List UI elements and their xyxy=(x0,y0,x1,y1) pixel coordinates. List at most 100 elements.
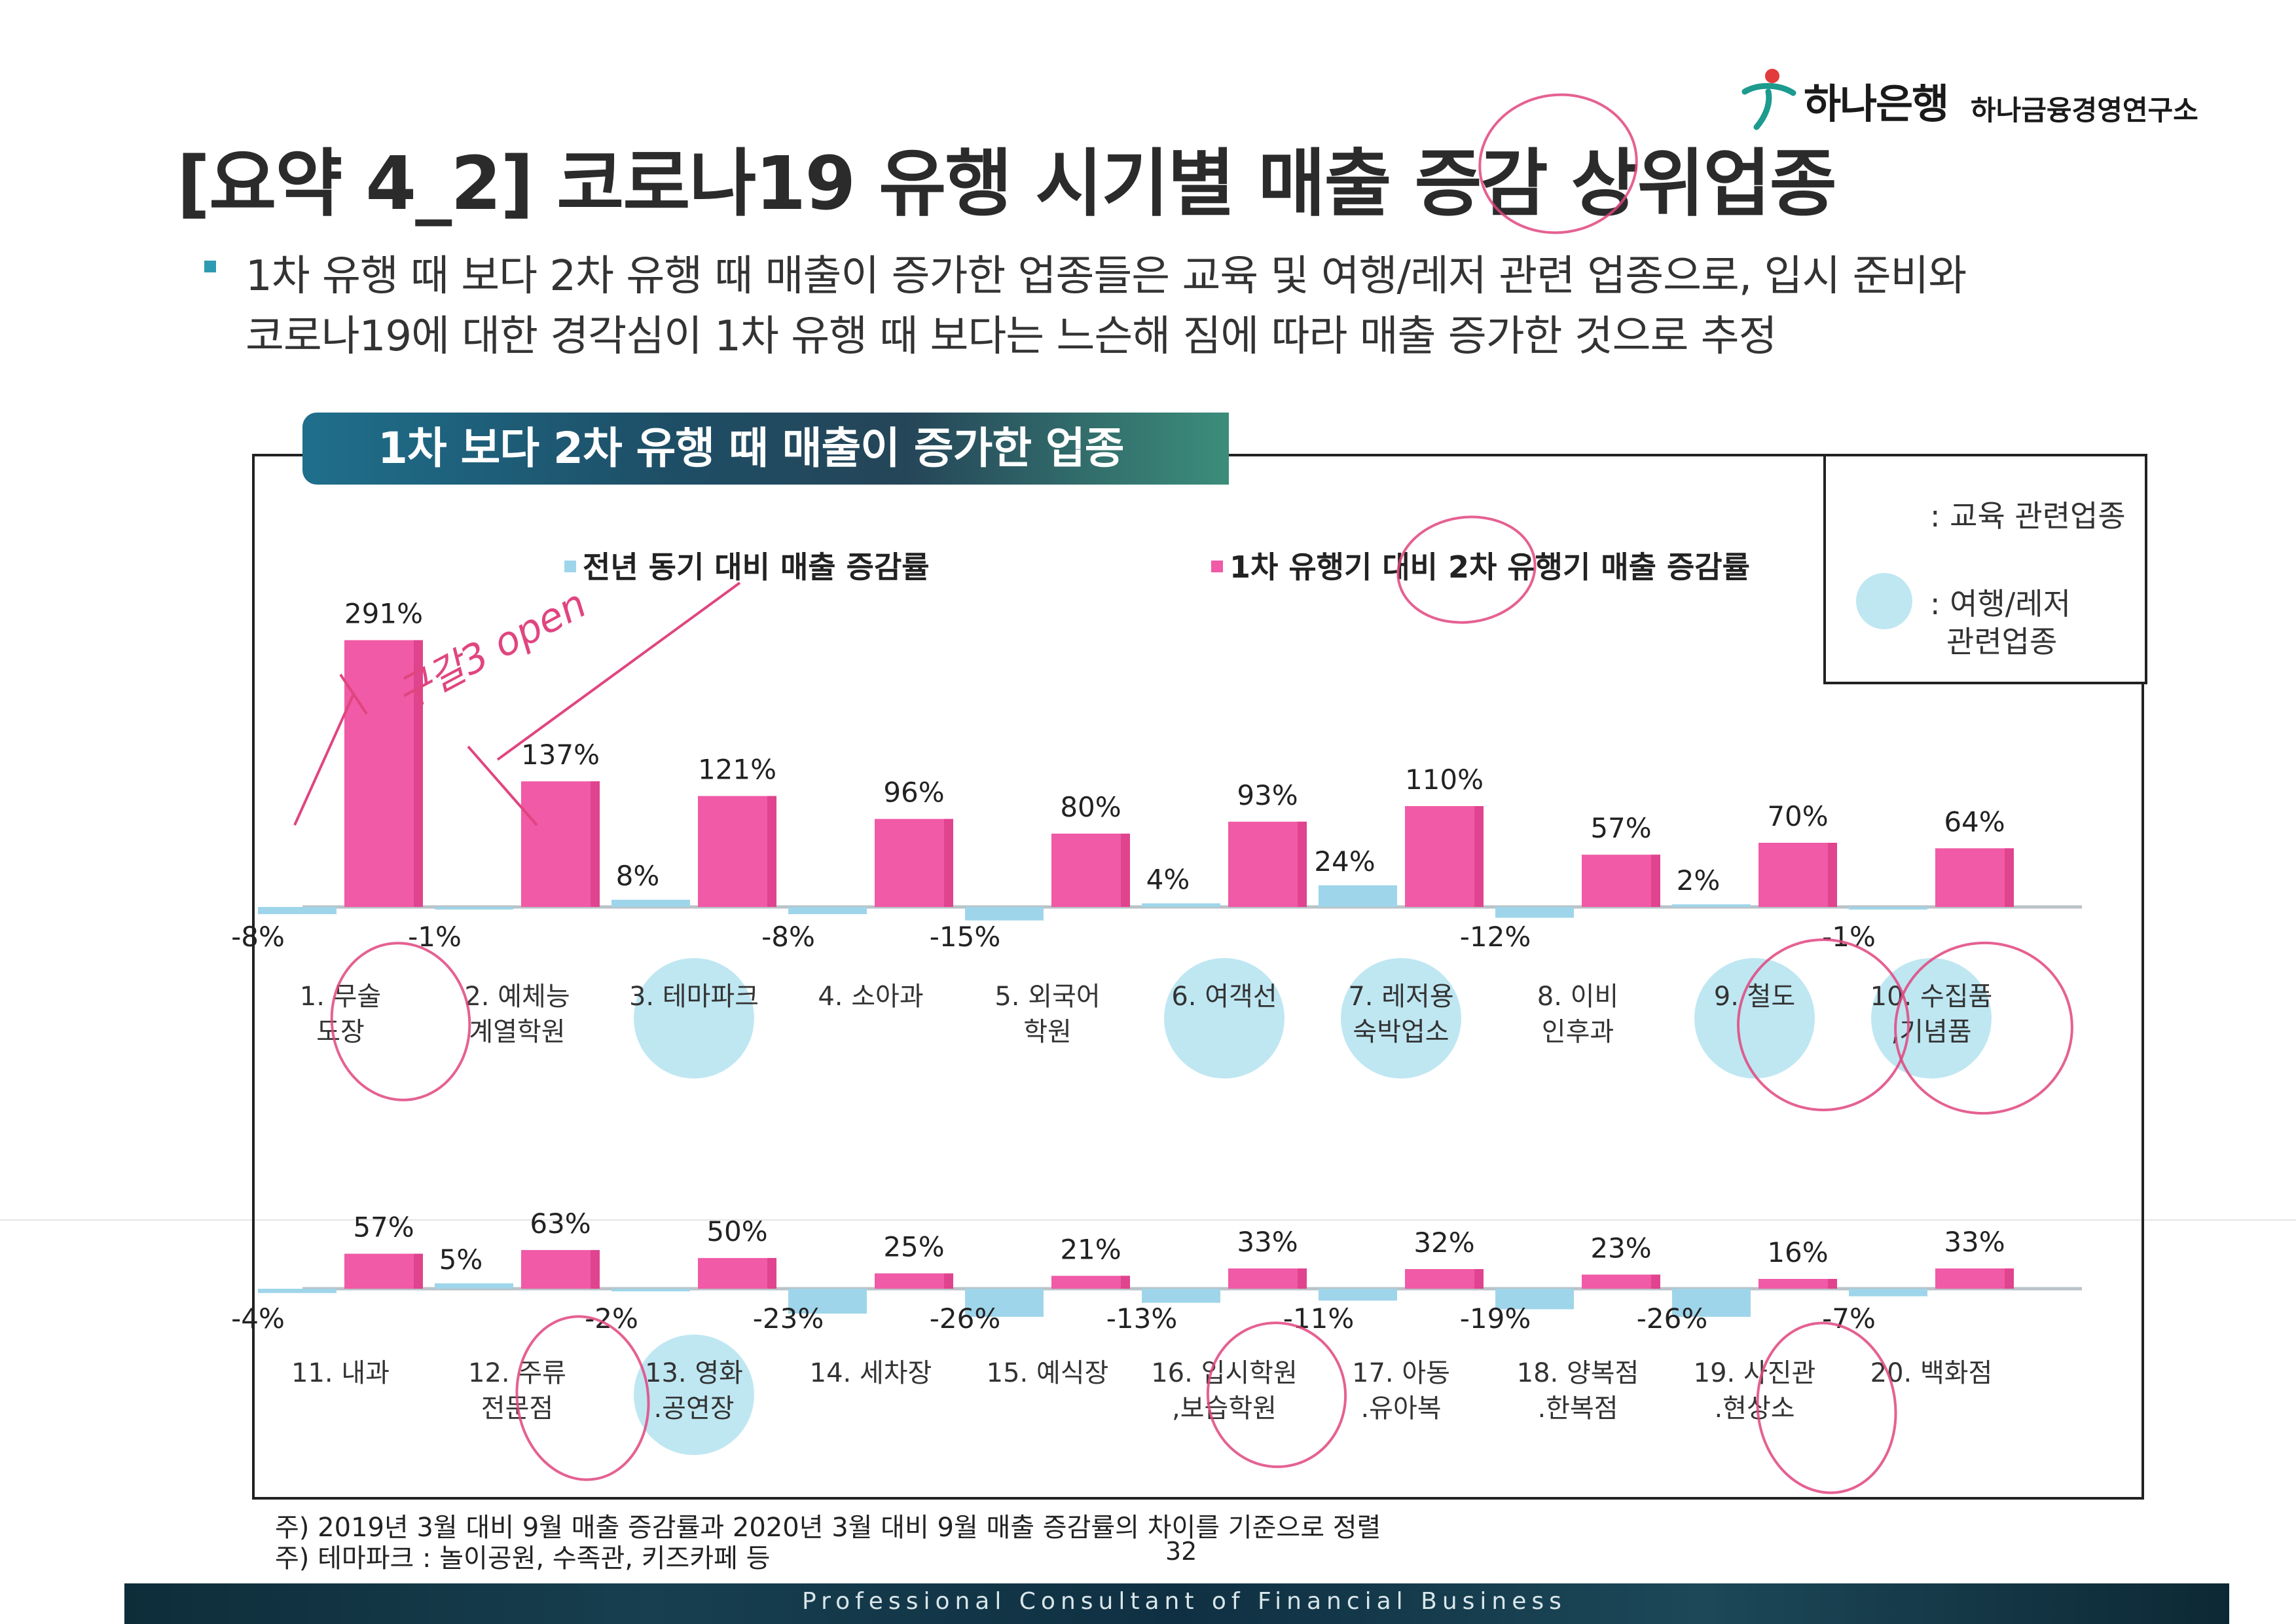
category-label-line2: 숙박업소 xyxy=(1353,1017,1449,1047)
bar-wave-shade xyxy=(591,1249,600,1289)
data-label-yoy: 24% xyxy=(1314,845,1375,877)
legend-travel-line2: 관련업종 xyxy=(1946,624,2058,659)
bar-yoy xyxy=(1142,1289,1220,1303)
bar-wave-shade xyxy=(767,796,776,907)
data-label-wave: 50% xyxy=(706,1215,767,1247)
bar-yoy xyxy=(258,1289,337,1293)
bar-wave xyxy=(1935,848,2014,907)
data-label-yoy: 4% xyxy=(1146,864,1190,896)
bar-wave-shade xyxy=(1828,1279,1837,1289)
data-label-wave: 32% xyxy=(1413,1227,1474,1259)
category-label-line2: 계열학원 xyxy=(469,1017,565,1047)
category-label: 7. 레저용 xyxy=(1348,982,1453,1012)
data-label-yoy: -12% xyxy=(1460,921,1531,953)
page-title: [요약 4_2] 코로나19 유행 시기별 매출 증감 상위업종 xyxy=(177,141,1837,227)
annotation-circle xyxy=(1894,941,2073,1115)
bar-wave-shade xyxy=(1121,1276,1130,1289)
category-label: 5. 외국어 xyxy=(994,982,1100,1012)
data-label-wave: 291% xyxy=(344,598,423,630)
bar-wave-shade xyxy=(1298,821,1307,907)
bar-wave xyxy=(1051,834,1130,907)
bar-yoy xyxy=(611,900,690,907)
category-label-line2: .한복점 xyxy=(1537,1393,1618,1424)
bar-wave xyxy=(1935,1268,2014,1289)
legend-travel-line1: : 여행/레저 xyxy=(1930,586,2071,621)
bar-wave xyxy=(875,819,953,907)
annotation-circle xyxy=(1478,93,1638,234)
bar-yoy xyxy=(1319,1289,1397,1301)
annotation-circle xyxy=(1756,1321,1897,1494)
category-label: 16. 입시학원 xyxy=(1151,1358,1298,1388)
bar-yoy xyxy=(611,1289,690,1291)
footer-tagline: Professional Consultant of Financial Bus… xyxy=(802,1588,1567,1615)
data-label-wave: 137% xyxy=(521,739,600,771)
scan-artifact-line xyxy=(0,1219,2296,1221)
bar-wave-shade xyxy=(1121,834,1130,907)
category-label: 10. 수집품 xyxy=(1870,982,1993,1012)
travel-category-circle xyxy=(1694,958,1815,1079)
page-number: 32 xyxy=(1165,1537,1197,1566)
data-label-wave: 110% xyxy=(1405,764,1484,796)
annotation-strokes xyxy=(467,581,741,826)
bar-wave-shade xyxy=(944,819,953,907)
bar-wave xyxy=(1228,821,1307,907)
data-label-yoy: 8% xyxy=(616,860,660,892)
data-label-yoy: -26% xyxy=(930,1302,1001,1335)
data-label-yoy: -13% xyxy=(1106,1302,1178,1335)
category-label-line2: 인후과 xyxy=(1542,1017,1614,1047)
category-label-line2: .현상소 xyxy=(1714,1393,1795,1424)
bar-wave-shade xyxy=(591,781,600,907)
data-label-wave: 80% xyxy=(1060,791,1121,823)
bar-yoy xyxy=(965,1289,1044,1317)
data-label-wave: 21% xyxy=(1060,1233,1121,1265)
category-label-line2: 도장 xyxy=(316,1017,365,1047)
data-label-yoy: -23% xyxy=(753,1302,824,1335)
footnote-sort: 주) 2019년 3월 대비 9월 매출 증감률과 2020년 3월 대비 9월… xyxy=(275,1513,1381,1543)
travel-category-circle xyxy=(1164,958,1285,1079)
annotation-circle xyxy=(1206,1321,1347,1468)
legend-yoy-label: 전년 동기 대비 매출 증감률 xyxy=(583,549,930,585)
category-label: 3. 테마파크 xyxy=(629,982,759,1012)
data-label-yoy: 5% xyxy=(439,1244,483,1276)
data-label-wave: 16% xyxy=(1767,1236,1828,1268)
bar-yoy xyxy=(1319,885,1397,907)
legend-wave-swatch xyxy=(1211,561,1223,572)
legend-travel: : 여행/레저 관련업종 xyxy=(1930,585,2071,661)
bar-wave xyxy=(521,1249,600,1289)
category-label: 9. 철도 xyxy=(1714,982,1795,1012)
bar-wave xyxy=(1582,855,1660,907)
travel-category-circle xyxy=(1341,958,1461,1079)
annotation-circle xyxy=(330,942,471,1101)
bar-yoy xyxy=(788,907,867,914)
bar-wave-shade xyxy=(944,1273,953,1289)
data-label-yoy: 2% xyxy=(1677,864,1721,896)
data-label-wave: 96% xyxy=(883,777,944,809)
bar-wave-shade xyxy=(767,1258,776,1289)
category-label: 4. 소아과 xyxy=(818,982,923,1012)
legend-wave-label: 1차 유행기 대비 2차 유행기 매출 증감률 xyxy=(1230,549,1750,585)
institute-name: 하나금융경영연구소 xyxy=(1971,94,2198,126)
data-label-yoy: -19% xyxy=(1460,1302,1531,1335)
legend-education: : 교육 관련업종 xyxy=(1930,498,2126,534)
bar-yoy xyxy=(1849,907,1927,910)
data-label-wave: 121% xyxy=(698,754,776,786)
annotation-circle xyxy=(1396,515,1537,624)
bar-wave-shade xyxy=(2005,848,2014,907)
annotation-arrow xyxy=(293,673,368,826)
data-label-wave: 70% xyxy=(1767,800,1828,832)
bar-wave xyxy=(1228,1268,1307,1289)
category-label-line2: .공연장 xyxy=(653,1393,734,1424)
bar-yoy xyxy=(1495,1289,1574,1310)
data-label-wave: 23% xyxy=(1590,1232,1651,1264)
category-label: 15. 예식장 xyxy=(987,1358,1109,1388)
data-label-wave: 63% xyxy=(530,1208,591,1240)
category-label-line2: ,기념품 xyxy=(1891,1017,1971,1047)
data-label-wave: 33% xyxy=(1237,1226,1298,1258)
data-label-wave: 33% xyxy=(1944,1226,2005,1258)
hana-logo-icon xyxy=(1741,69,1796,130)
travel-category-circle xyxy=(634,958,754,1079)
bar-wave-shade xyxy=(414,1253,423,1289)
bar-wave-shade xyxy=(2005,1268,2014,1289)
bar-wave-shade xyxy=(414,640,423,907)
